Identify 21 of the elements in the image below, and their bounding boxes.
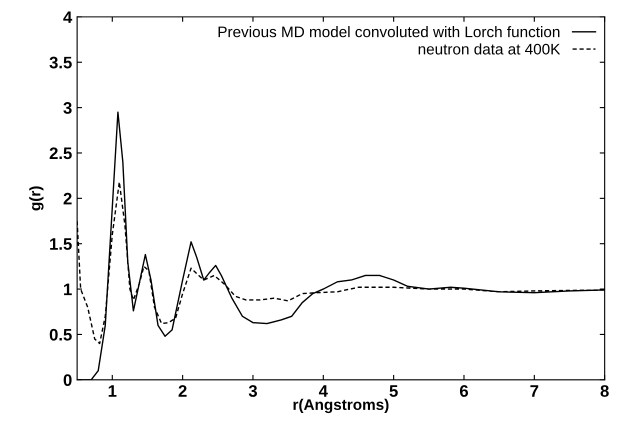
x-tick-label: 5 (390, 385, 398, 397)
y-tick-label: 2 (64, 192, 72, 204)
y-tick-label: 1.5 (50, 238, 72, 250)
y-axis-title: g(r) (29, 186, 44, 210)
x-tick-label: 1 (108, 385, 116, 397)
x-tick-label: 2 (178, 385, 187, 397)
x-tick-label: 3 (248, 385, 258, 397)
x-tick-label: 8 (600, 385, 609, 397)
x-tick-label: 7 (530, 385, 538, 397)
y-tick-label: 4 (63, 11, 72, 23)
y-tick-label: 0.5 (50, 328, 72, 341)
x-tick-label: 4 (318, 385, 328, 397)
y-tick-label: 3.5 (49, 56, 72, 68)
legend-label: neutron data at 400K (418, 43, 560, 55)
y-tick-label: 0 (64, 374, 72, 386)
x-tick-label: 6 (460, 385, 468, 397)
y-tick-label: 2.5 (50, 147, 72, 160)
legend-label: Previous MD model convoluted with Lorch function (218, 26, 560, 38)
y-tick-label: 1 (64, 284, 72, 296)
y-tick-label: 3 (63, 102, 72, 114)
x-axis-title: r(Angstroms) (294, 398, 389, 414)
